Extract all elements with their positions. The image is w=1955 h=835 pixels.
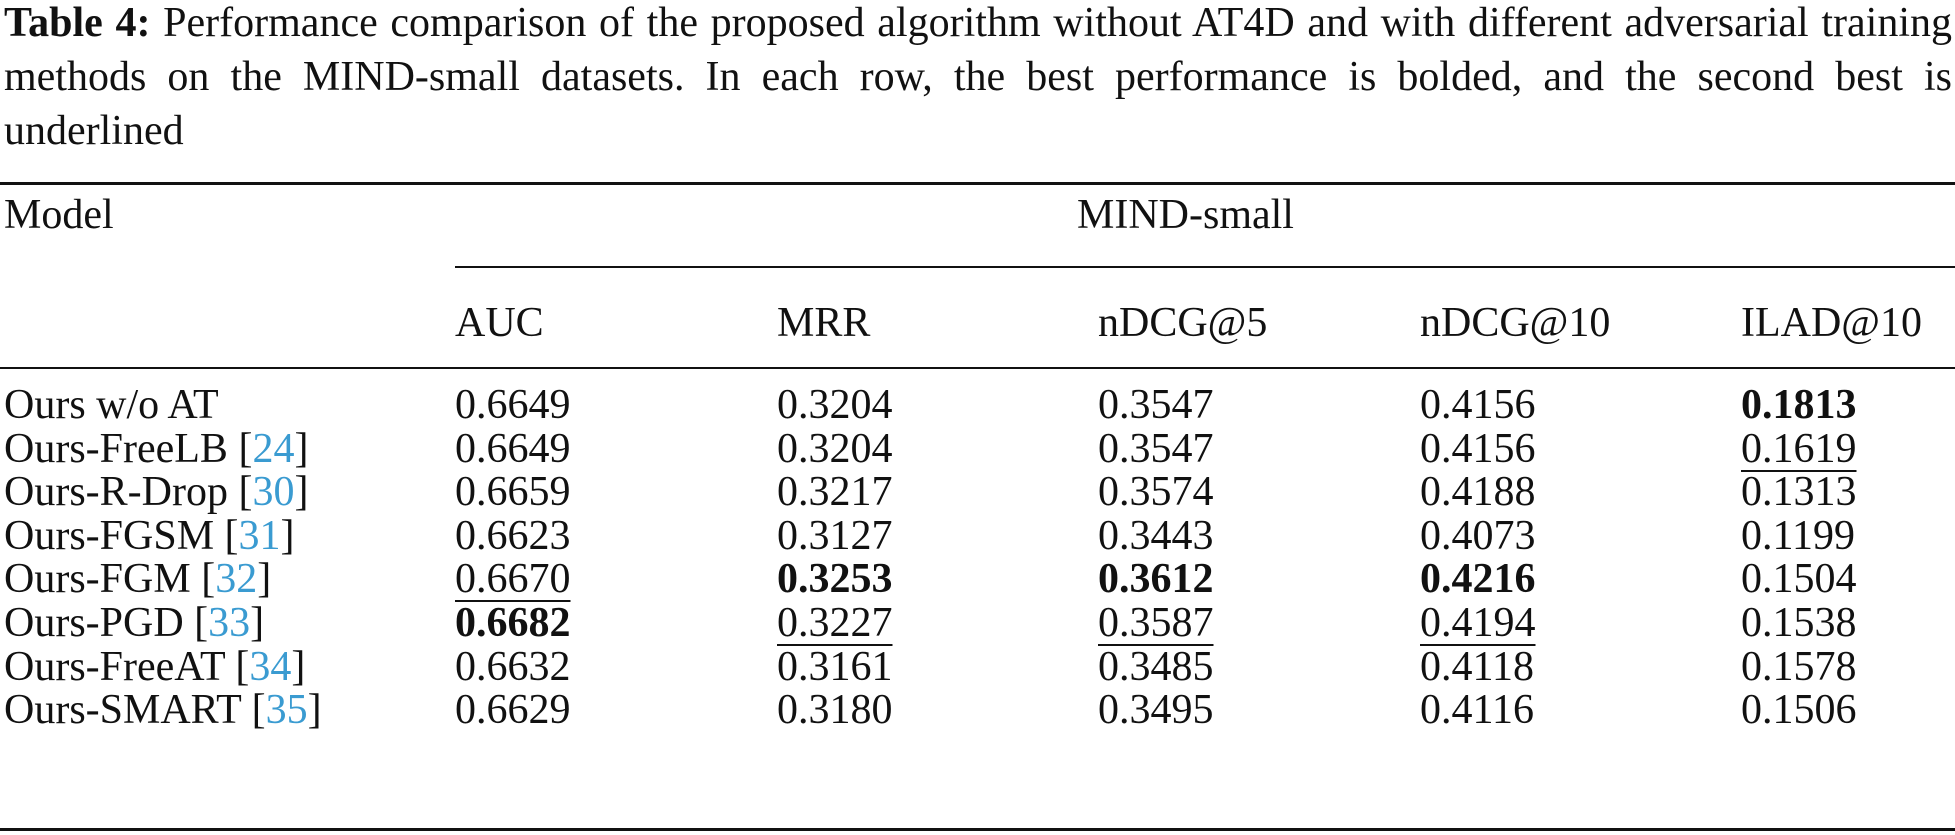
model-name: Ours-PGD [33] (4, 600, 265, 646)
column-header-auc: AUC (455, 300, 544, 346)
metric-cell-auc: 0.6629 (455, 687, 571, 734)
metric-cell-auc: 0.6682 (455, 600, 571, 646)
table-row: Ours-R-Drop [30] 0.6659 0.3217 0.3574 0.4188… (0, 467, 1955, 520)
citation-link[interactable]: 24 (252, 425, 295, 472)
column-header-mrr: MRR (777, 300, 871, 346)
metric-cell-ilad10: 0.1313 (1741, 469, 1857, 516)
metric-cell-ilad10: 0.1619 (1741, 425, 1857, 472)
table-row: Ours-FreeLB [24] 0.6649 0.3204 0.3547 0.4156… (0, 424, 1955, 477)
metric-cell-ilad10: 0.1199 (1741, 512, 1855, 559)
model-name: Ours-FreeAT [34] (4, 643, 306, 690)
group-rule (455, 266, 1955, 268)
metric-cell-ndcg5: 0.3547 (1098, 425, 1214, 472)
metric-cell-ndcg10: 0.4073 (1420, 512, 1536, 559)
metric-cell-ndcg5: 0.3485 (1098, 643, 1214, 690)
metric-cell-ndcg5: 0.3574 (1098, 469, 1214, 516)
metric-cell-ndcg5: 0.3443 (1098, 512, 1214, 559)
metric-cell-auc: 0.6670 (455, 556, 571, 603)
table-row: Ours-PGD [33] 0.6682 0.3227 0.3587 0.4194 0.1… (0, 598, 1955, 651)
metric-cell-auc: 0.6623 (455, 512, 571, 559)
metric-cell-mrr: 0.3127 (777, 512, 893, 559)
metric-cell-mrr: 0.3180 (777, 687, 893, 734)
metric-cell-mrr: 0.3204 (777, 382, 893, 428)
metric-cell-ilad10: 0.1506 (1741, 687, 1857, 734)
citation-link[interactable]: 30 (252, 469, 295, 516)
metric-cell-ndcg5: 0.3495 (1098, 687, 1214, 734)
citation-link[interactable]: 33 (208, 600, 251, 646)
metric-cell-ndcg5: 0.3612 (1098, 556, 1214, 603)
model-name: Ours-FreeLB [24] (4, 425, 309, 472)
metric-cell-ndcg5: 0.3587 (1098, 600, 1214, 646)
metric-cell-auc: 0.6649 (455, 382, 571, 428)
table-row: Ours-FGM [32] 0.6670 0.3253 0.3612 0.4216 0.1… (0, 554, 1955, 607)
metric-cell-mrr: 0.3227 (777, 600, 893, 646)
metric-cell-ilad10: 0.1538 (1741, 600, 1857, 646)
table-row: Ours w/o AT 0.6649 0.3204 0.3547 0.4156 0.181… (0, 380, 1955, 433)
table-row: Ours-SMART [35] 0.6629 0.3180 0.3495 0.4116 0… (0, 685, 1955, 738)
metric-cell-ndcg10: 0.4216 (1420, 556, 1536, 603)
metric-cell-auc: 0.6649 (455, 425, 571, 472)
citation-link[interactable]: 32 (215, 556, 258, 603)
top-rule (0, 182, 1955, 185)
bottom-rule (0, 828, 1955, 831)
column-header-ndcg5: nDCG@5 (1098, 300, 1268, 346)
metric-cell-auc: 0.6632 (455, 643, 571, 690)
column-header-ilad10: ILAD@10 (1741, 300, 1922, 346)
table-row: Ours-FGSM [31] 0.6623 0.3127 0.3443 0.4073 0.… (0, 511, 1955, 564)
citation-link[interactable]: 34 (249, 643, 292, 690)
metric-cell-ndcg10: 0.4188 (1420, 469, 1536, 516)
caption-label: Table 4: (4, 0, 151, 46)
mid-rule (0, 367, 1955, 369)
metric-cell-ndcg10: 0.4156 (1420, 425, 1536, 472)
metric-cell-auc: 0.6659 (455, 469, 571, 516)
metric-cell-mrr: 0.3204 (777, 425, 893, 472)
model-name: Ours-R-Drop [30] (4, 469, 309, 516)
metric-cell-ndcg10: 0.4118 (1420, 643, 1534, 690)
model-name: Ours w/o AT (4, 382, 219, 428)
metric-cell-mrr: 0.3161 (777, 643, 893, 690)
metric-cell-mrr: 0.3217 (777, 469, 893, 516)
header-model: Model (4, 192, 114, 238)
metric-cell-ndcg10: 0.4194 (1420, 600, 1536, 646)
model-name: Ours-FGSM [31] (4, 512, 295, 559)
metric-cell-ilad10: 0.1578 (1741, 643, 1857, 690)
model-name: Ours-SMART [35] (4, 687, 322, 734)
citation-link[interactable]: 35 (265, 687, 308, 734)
metric-cell-ndcg10: 0.4116 (1420, 687, 1534, 734)
metric-cell-ndcg10: 0.4156 (1420, 382, 1536, 428)
metric-cell-mrr: 0.3253 (777, 556, 893, 603)
table-row: Ours-FreeAT [34] 0.6632 0.3161 0.3485 0.4118… (0, 642, 1955, 695)
table-caption: Table 4: Performance comparison of the p… (4, 0, 1952, 158)
metric-cell-ndcg5: 0.3547 (1098, 382, 1214, 428)
metric-cell-ilad10: 0.1504 (1741, 556, 1857, 603)
header-dataset-group: MIND-small (1077, 192, 1294, 238)
column-header-ndcg10: nDCG@10 (1420, 300, 1611, 346)
citation-link[interactable]: 31 (238, 512, 281, 559)
metric-cell-ilad10: 0.1813 (1741, 382, 1857, 428)
caption-text: Performance comparison of the proposed a… (4, 0, 1952, 154)
model-name: Ours-FGM [32] (4, 556, 272, 603)
